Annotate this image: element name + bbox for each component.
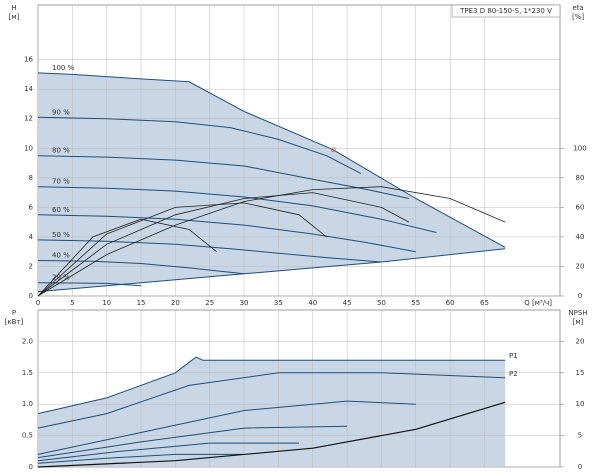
curve-label: P1 bbox=[509, 352, 518, 360]
y2-tick-label: 0 bbox=[578, 292, 582, 300]
curve bbox=[37, 72, 506, 248]
duty-point bbox=[330, 147, 336, 153]
y2-tick-label: 20 bbox=[576, 262, 585, 270]
curve-label: 80 % bbox=[52, 147, 70, 155]
y-tick-label: 0.5 bbox=[22, 432, 33, 440]
curve bbox=[37, 372, 506, 429]
curve bbox=[37, 155, 410, 199]
y2-tick-label: 5 bbox=[578, 432, 582, 440]
y2-axis-unit: [%] bbox=[572, 13, 584, 21]
operating-range bbox=[38, 357, 506, 467]
curve bbox=[37, 453, 245, 464]
y2-tick-label: 20 bbox=[576, 337, 585, 345]
y-tick-label: 16 bbox=[24, 56, 33, 64]
curve bbox=[37, 248, 506, 293]
curve bbox=[37, 260, 245, 275]
y2-tick-label: 0 bbox=[578, 463, 582, 471]
curve-label: 100 % bbox=[52, 64, 75, 72]
y-tick-label: 4 bbox=[29, 233, 34, 241]
y-tick-label: 0 bbox=[29, 463, 33, 471]
x-tick-label: 40 bbox=[308, 299, 317, 307]
x-tick-label: 35 bbox=[274, 299, 283, 307]
x-tick-label: 45 bbox=[343, 299, 352, 307]
x-tick-label: 0 bbox=[36, 299, 40, 307]
curve-label: 40 % bbox=[52, 252, 70, 260]
x-tick-label: 20 bbox=[171, 299, 180, 307]
curve-label: 20 % bbox=[52, 274, 70, 282]
curve bbox=[37, 356, 506, 415]
y-tick-label: 10 bbox=[24, 144, 33, 152]
curve bbox=[37, 202, 327, 297]
curve bbox=[37, 442, 299, 462]
y2-axis-label: NPSH bbox=[568, 309, 587, 317]
curve bbox=[37, 116, 362, 174]
curve bbox=[37, 425, 348, 459]
y2-axis-unit: [м] bbox=[573, 318, 584, 326]
y2-tick-label: 40 bbox=[576, 233, 585, 241]
y2-tick-label: 10 bbox=[576, 400, 585, 408]
x-tick-label: 30 bbox=[240, 299, 249, 307]
y-axis-unit: [кВт] bbox=[5, 318, 24, 326]
x-tick-label: 55 bbox=[411, 299, 420, 307]
y2-tick-label: 80 bbox=[576, 174, 585, 182]
y-tick-label: 6 bbox=[29, 203, 34, 211]
curve bbox=[37, 218, 217, 297]
y2-tick-label: 100 bbox=[573, 144, 586, 152]
curve bbox=[37, 214, 416, 253]
y-axis-unit: [м] bbox=[9, 13, 20, 21]
curve bbox=[37, 186, 437, 233]
curve bbox=[37, 400, 416, 455]
x-tick-label: 65 bbox=[480, 299, 489, 307]
x-tick-label: 60 bbox=[446, 299, 455, 307]
curve-label: P2 bbox=[509, 370, 518, 378]
y2-tick-label: 15 bbox=[576, 369, 585, 377]
curve bbox=[37, 192, 410, 297]
curve bbox=[37, 401, 506, 468]
y2-tick-label: 60 bbox=[576, 203, 585, 211]
y-tick-label: 2 bbox=[29, 262, 33, 270]
title-box bbox=[451, 4, 561, 18]
x-tick-label: 15 bbox=[137, 299, 146, 307]
y-axis-label: H bbox=[11, 4, 16, 12]
x-tick-label: 10 bbox=[102, 299, 111, 307]
x-tick-label: 5 bbox=[70, 299, 74, 307]
y-tick-label: 14 bbox=[24, 85, 33, 93]
curve-label: 50 % bbox=[52, 231, 70, 239]
y-axis-label: P bbox=[12, 309, 16, 317]
x-tick-label: 50 bbox=[377, 299, 386, 307]
y-tick-label: 0 bbox=[29, 292, 33, 300]
y-tick-label: 8 bbox=[29, 174, 33, 182]
y-tick-label: 12 bbox=[24, 115, 33, 123]
y-tick-label: 1.0 bbox=[22, 400, 33, 408]
y-tick-label: 1.5 bbox=[22, 369, 33, 377]
x-tick-label: 25 bbox=[205, 299, 214, 307]
curve bbox=[37, 239, 382, 263]
x-axis-label: Q [м³/ч] bbox=[524, 299, 552, 307]
chart-title: TPE3 D 80-150-S, 1*230 V bbox=[459, 7, 552, 15]
y2-axis-label: eta bbox=[572, 4, 583, 12]
curve-label: 70 % bbox=[52, 178, 70, 186]
curve-label: 60 % bbox=[52, 206, 70, 214]
y-tick-label: 2.0 bbox=[22, 337, 33, 345]
curve-label: 90 % bbox=[52, 108, 70, 116]
